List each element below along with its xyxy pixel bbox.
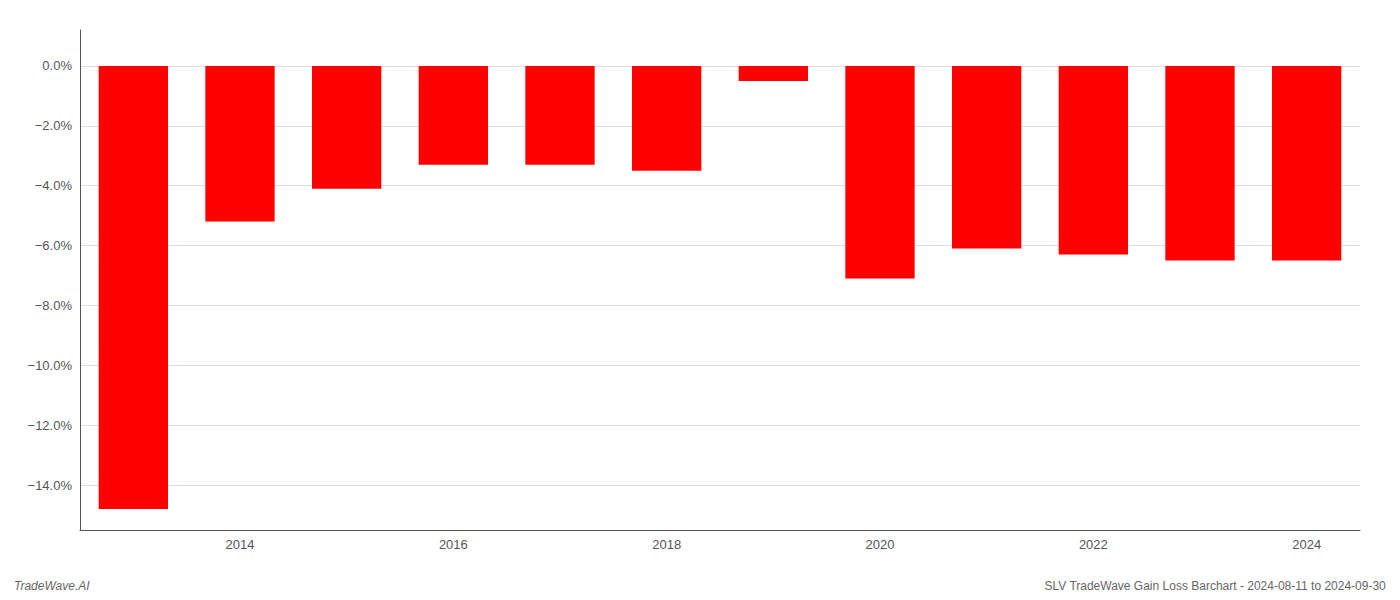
svg-text:2014: 2014 — [226, 537, 255, 552]
svg-text:2024: 2024 — [1292, 537, 1321, 552]
svg-text:2016: 2016 — [439, 537, 468, 552]
svg-text:0.0%: 0.0% — [42, 58, 72, 73]
svg-text:−8.0%: −8.0% — [35, 298, 73, 313]
svg-text:−6.0%: −6.0% — [35, 238, 73, 253]
svg-text:−4.0%: −4.0% — [35, 178, 73, 193]
svg-text:−2.0%: −2.0% — [35, 118, 73, 133]
svg-text:2020: 2020 — [866, 537, 895, 552]
svg-text:2022: 2022 — [1079, 537, 1108, 552]
svg-text:SLV TradeWave Gain Loss Barcha: SLV TradeWave Gain Loss Barchart - 2024-… — [1044, 579, 1386, 593]
svg-text:2018: 2018 — [652, 537, 681, 552]
svg-text:−12.0%: −12.0% — [28, 418, 73, 433]
svg-text:TradeWave.AI: TradeWave.AI — [14, 579, 90, 593]
svg-text:−14.0%: −14.0% — [28, 478, 73, 493]
svg-text:−10.0%: −10.0% — [28, 358, 73, 373]
